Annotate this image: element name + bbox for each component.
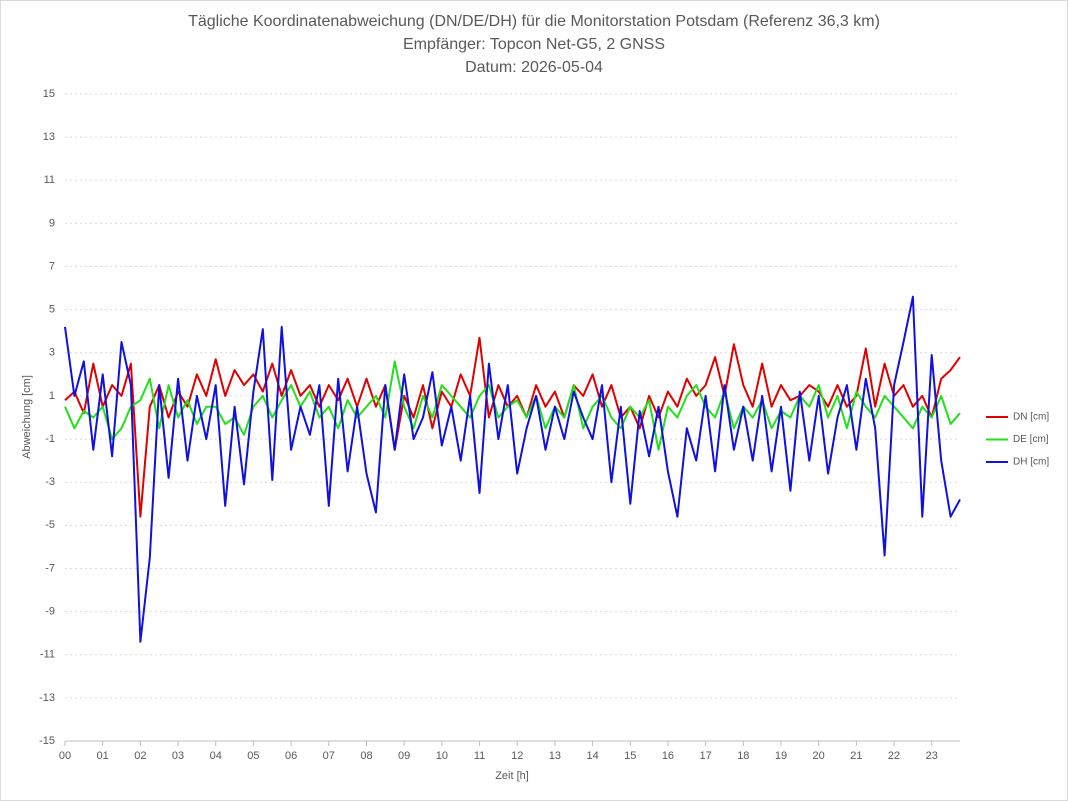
x-tick-label: 04 xyxy=(210,750,222,762)
y-tick-label: 13 xyxy=(43,131,55,143)
y-tick-label: 1 xyxy=(49,390,55,402)
x-tick-label: 05 xyxy=(247,750,259,762)
x-tick-label: 14 xyxy=(586,750,598,762)
x-tick-label: 19 xyxy=(775,750,787,762)
x-tick-label: 00 xyxy=(59,750,71,762)
x-tick-label: 10 xyxy=(436,750,448,762)
x-tick-label: 01 xyxy=(97,750,109,762)
y-tick-label: -11 xyxy=(40,649,55,661)
y-tick-label: 11 xyxy=(44,174,55,186)
legend-label: DH [cm] xyxy=(1013,457,1049,468)
y-tick-label: -9 xyxy=(45,606,55,618)
y-tick-label: 7 xyxy=(49,260,55,272)
x-tick-label: 08 xyxy=(360,750,372,762)
legend-label: DE [cm] xyxy=(1013,434,1049,445)
x-tick-label: 15 xyxy=(624,750,636,762)
chart-date: Datum: 2026-05-04 xyxy=(465,59,603,76)
x-tick-label: 06 xyxy=(285,750,297,762)
x-tick-label: 20 xyxy=(813,750,825,762)
chart-subtitle: Empfänger: Topcon Net-G5, 2 GNSS xyxy=(403,36,665,53)
y-tick-label: -15 xyxy=(39,735,55,747)
y-axis-label: Abweichung [cm] xyxy=(21,375,33,459)
y-tick-label: -13 xyxy=(39,692,55,704)
x-tick-label: 22 xyxy=(888,750,900,762)
x-tick-label: 09 xyxy=(398,750,410,762)
x-tick-label: 16 xyxy=(662,750,674,762)
chart-title: Tägliche Koordinatenabweichung (DN/DE/DH… xyxy=(188,13,880,30)
y-tick-label: 9 xyxy=(49,217,55,229)
x-tick-label: 17 xyxy=(700,750,712,762)
x-tick-label: 07 xyxy=(323,750,335,762)
y-tick-label: -5 xyxy=(45,519,55,531)
x-tick-label: 23 xyxy=(926,750,938,762)
series-line xyxy=(64,295,961,643)
x-tick-label: 13 xyxy=(549,750,561,762)
x-tick-label: 12 xyxy=(511,750,523,762)
series-line xyxy=(64,360,961,451)
y-tick-label: 5 xyxy=(49,304,55,316)
y-tick-label: -1 xyxy=(45,433,55,445)
y-tick-label: -3 xyxy=(45,476,55,488)
legend-label: DN [cm] xyxy=(1013,412,1049,423)
x-tick-label: 11 xyxy=(474,750,485,762)
x-tick-label: 02 xyxy=(134,750,146,762)
series-line xyxy=(64,336,961,518)
x-tick-label: 18 xyxy=(737,750,749,762)
x-tick-label: 03 xyxy=(172,750,184,762)
x-axis-label: Zeit [h] xyxy=(495,770,529,782)
y-tick-label: -7 xyxy=(45,562,55,574)
x-tick-label: 21 xyxy=(850,750,862,762)
y-tick-label: 15 xyxy=(43,88,55,100)
y-tick-label: 3 xyxy=(49,347,55,359)
